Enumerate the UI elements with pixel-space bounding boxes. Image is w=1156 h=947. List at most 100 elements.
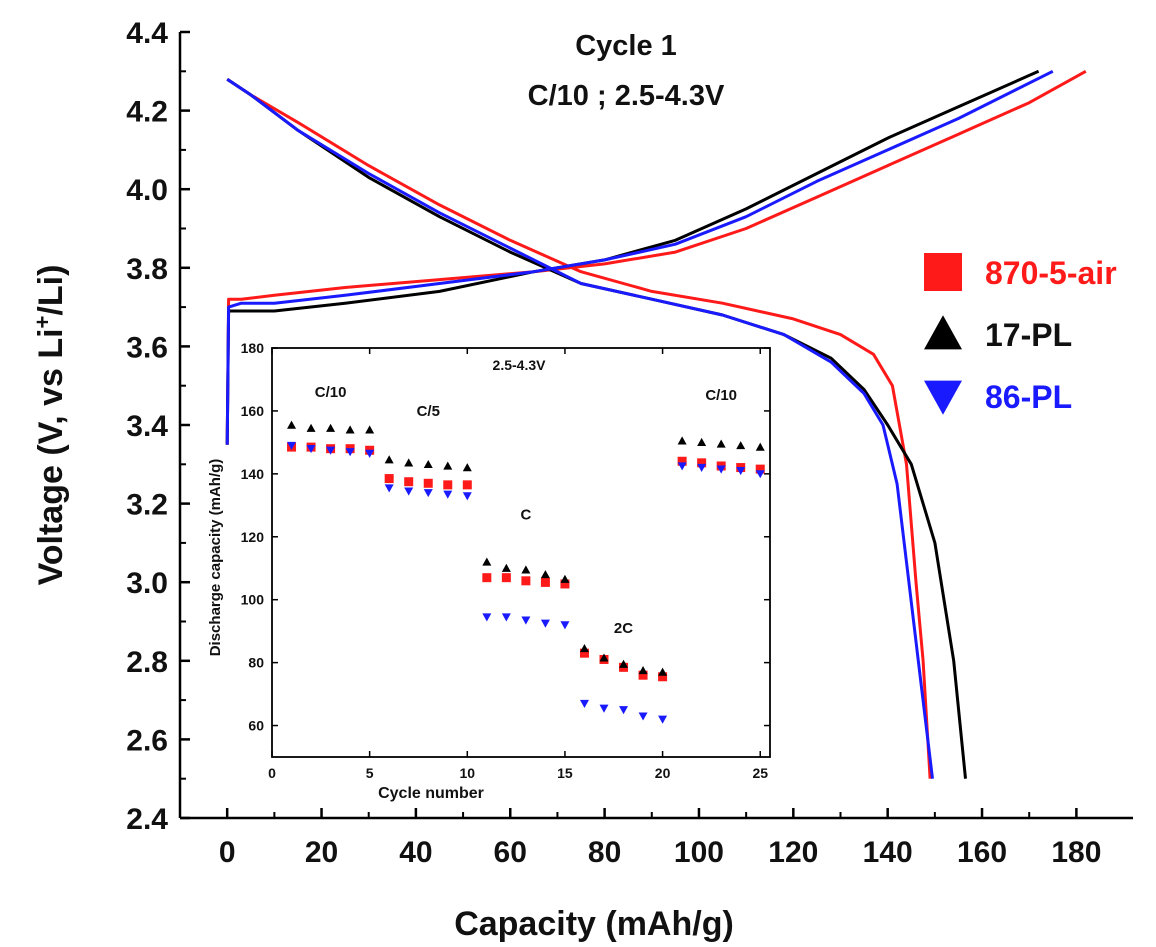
inset-point-17-pl bbox=[501, 563, 511, 572]
inset-point-17-pl bbox=[697, 437, 707, 447]
inset-point-17-pl bbox=[521, 565, 531, 574]
inset-y-tick-label: 80 bbox=[248, 655, 264, 671]
x-tick-label: 80 bbox=[588, 836, 621, 869]
y-tick-label: 2.4 bbox=[126, 803, 168, 836]
inset-frame bbox=[271, 347, 771, 758]
y-axis-label-end: /Li) bbox=[32, 265, 70, 316]
y-tick-label: 3.0 bbox=[126, 567, 168, 600]
inset-point-17-pl bbox=[638, 666, 648, 675]
x-tick-label: 180 bbox=[1051, 836, 1101, 869]
inset-point-870-5-air bbox=[755, 464, 765, 474]
inset-point-870-5-air bbox=[677, 456, 687, 466]
inset-point-870-5-air bbox=[423, 478, 433, 488]
legend-marker-870-5-air bbox=[924, 253, 962, 291]
y-tick-label: 3.6 bbox=[126, 331, 168, 364]
inset-point-870-5-air bbox=[462, 480, 472, 490]
charge-curve-870-5-air bbox=[225, 69, 1087, 445]
inset-point-86-pl bbox=[482, 613, 492, 622]
inset-x-axis-label: Cycle number bbox=[378, 785, 484, 802]
inset-point-870-5-air bbox=[443, 480, 453, 490]
inset-rate-annotation: C bbox=[520, 507, 531, 524]
inset-point-86-pl bbox=[306, 445, 316, 454]
y-tick-label: 3.4 bbox=[126, 410, 168, 443]
inset-point-86-pl bbox=[599, 704, 609, 713]
inset-point-870-5-air bbox=[658, 672, 668, 682]
inset-y-tick-label: 120 bbox=[241, 529, 265, 545]
inset-point-86-pl bbox=[638, 712, 648, 721]
legend-label-870-5-air: 870-5-air bbox=[985, 255, 1117, 291]
inset-point-17-pl bbox=[306, 423, 316, 432]
inset-point-17-pl bbox=[365, 425, 375, 434]
inset-point-86-pl bbox=[755, 470, 765, 479]
inset-point-870-5-air bbox=[638, 670, 648, 680]
inset-point-86-pl bbox=[326, 446, 336, 455]
inset-point-86-pl bbox=[736, 467, 746, 476]
inset-point-17-pl bbox=[423, 459, 433, 469]
legend-label-17-pl: 17-PL bbox=[985, 317, 1072, 353]
x-tick-label: 0 bbox=[219, 836, 236, 869]
y-tick-label: 3.2 bbox=[126, 489, 168, 522]
x-tick-label: 140 bbox=[863, 836, 913, 869]
inset-point-86-pl bbox=[365, 449, 375, 458]
inset-point-870-5-air bbox=[404, 477, 414, 487]
inset-x-tick-label: 5 bbox=[366, 765, 374, 781]
main-plot: Cycle 1 C/10 ; 2.5-4.3V Capacity (mAh/g)… bbox=[30, 17, 1133, 943]
inset-point-870-5-air bbox=[540, 577, 550, 587]
inset-point-86-pl bbox=[716, 465, 726, 474]
y-tick-label: 2.6 bbox=[126, 724, 168, 757]
y-tick-label: 3.8 bbox=[126, 253, 168, 286]
main-subtitle: C/10 ; 2.5-4.3V bbox=[528, 80, 725, 112]
inset-point-86-pl bbox=[443, 490, 453, 499]
inset-point-17-pl bbox=[540, 570, 550, 579]
x-tick-label: 120 bbox=[768, 836, 818, 869]
inset-rate-annotation: C/5 bbox=[417, 403, 440, 420]
inset-plot: 2.5-4.3V 60 80 100 120 140 160 180 0 5 10 15 20 25 Cyc… bbox=[207, 340, 771, 802]
y-tick-label: 4.0 bbox=[126, 174, 168, 207]
y-tick-label: 2.8 bbox=[126, 646, 168, 679]
y-tick-label: 4.4 bbox=[126, 17, 168, 50]
inset-point-86-pl bbox=[384, 484, 394, 493]
inset-point-86-pl bbox=[501, 613, 511, 622]
x-tick-label: 100 bbox=[674, 836, 724, 869]
inset-rate-annotation: C/10 bbox=[315, 384, 347, 401]
inset-point-86-pl bbox=[658, 715, 668, 724]
inset-point-86-pl bbox=[697, 463, 707, 473]
inset-point-86-pl bbox=[287, 441, 297, 450]
discharge-curve-870-5-air bbox=[226, 77, 932, 779]
inset-point-86-pl bbox=[521, 616, 531, 625]
inset-point-86-pl bbox=[677, 462, 687, 471]
inset-point-17-pl bbox=[560, 574, 570, 583]
inset-y-axis-label: Discharge capacity (mAh/g) bbox=[207, 459, 224, 657]
x-tick-label: 20 bbox=[305, 836, 338, 869]
inset-point-86-pl bbox=[560, 621, 570, 630]
inset-x-tick-label: 0 bbox=[268, 765, 276, 781]
inset-point-86-pl bbox=[579, 699, 589, 708]
discharge-curve-86-pl bbox=[226, 77, 934, 779]
inset-y-tick-label: 160 bbox=[241, 403, 265, 419]
legend-label-86-pl: 86-PL bbox=[985, 379, 1072, 415]
inset-point-17-pl bbox=[579, 644, 589, 653]
inset-point-870-5-air bbox=[482, 573, 492, 583]
inset-point-17-pl bbox=[462, 463, 472, 472]
y-axis-label-superscript: + bbox=[30, 316, 55, 329]
inset-point-870-5-air bbox=[697, 458, 707, 468]
inset-point-870-5-air bbox=[560, 579, 570, 589]
inset-point-17-pl bbox=[599, 653, 609, 662]
inset-x-tick-label: 25 bbox=[752, 765, 768, 781]
inset-point-870-5-air bbox=[384, 474, 394, 484]
inset-point-17-pl bbox=[755, 442, 765, 451]
inset-point-86-pl bbox=[462, 492, 472, 501]
inset-point-17-pl bbox=[384, 455, 394, 464]
inset-point-17-pl bbox=[345, 425, 355, 434]
inset-x-tick-label: 20 bbox=[655, 765, 671, 781]
inset-point-86-pl bbox=[540, 619, 550, 628]
inset-y-tick-label: 140 bbox=[241, 466, 265, 482]
inset-point-17-pl bbox=[482, 557, 492, 566]
inset-y-tick-label: 180 bbox=[241, 340, 265, 356]
main-title: Cycle 1 bbox=[575, 30, 677, 62]
inset-point-870-5-air bbox=[521, 576, 531, 586]
inset-point-17-pl bbox=[619, 659, 629, 668]
inset-title: 2.5-4.3V bbox=[493, 357, 547, 373]
y-axis-label-main: Voltage (V, vs Li bbox=[32, 328, 70, 585]
